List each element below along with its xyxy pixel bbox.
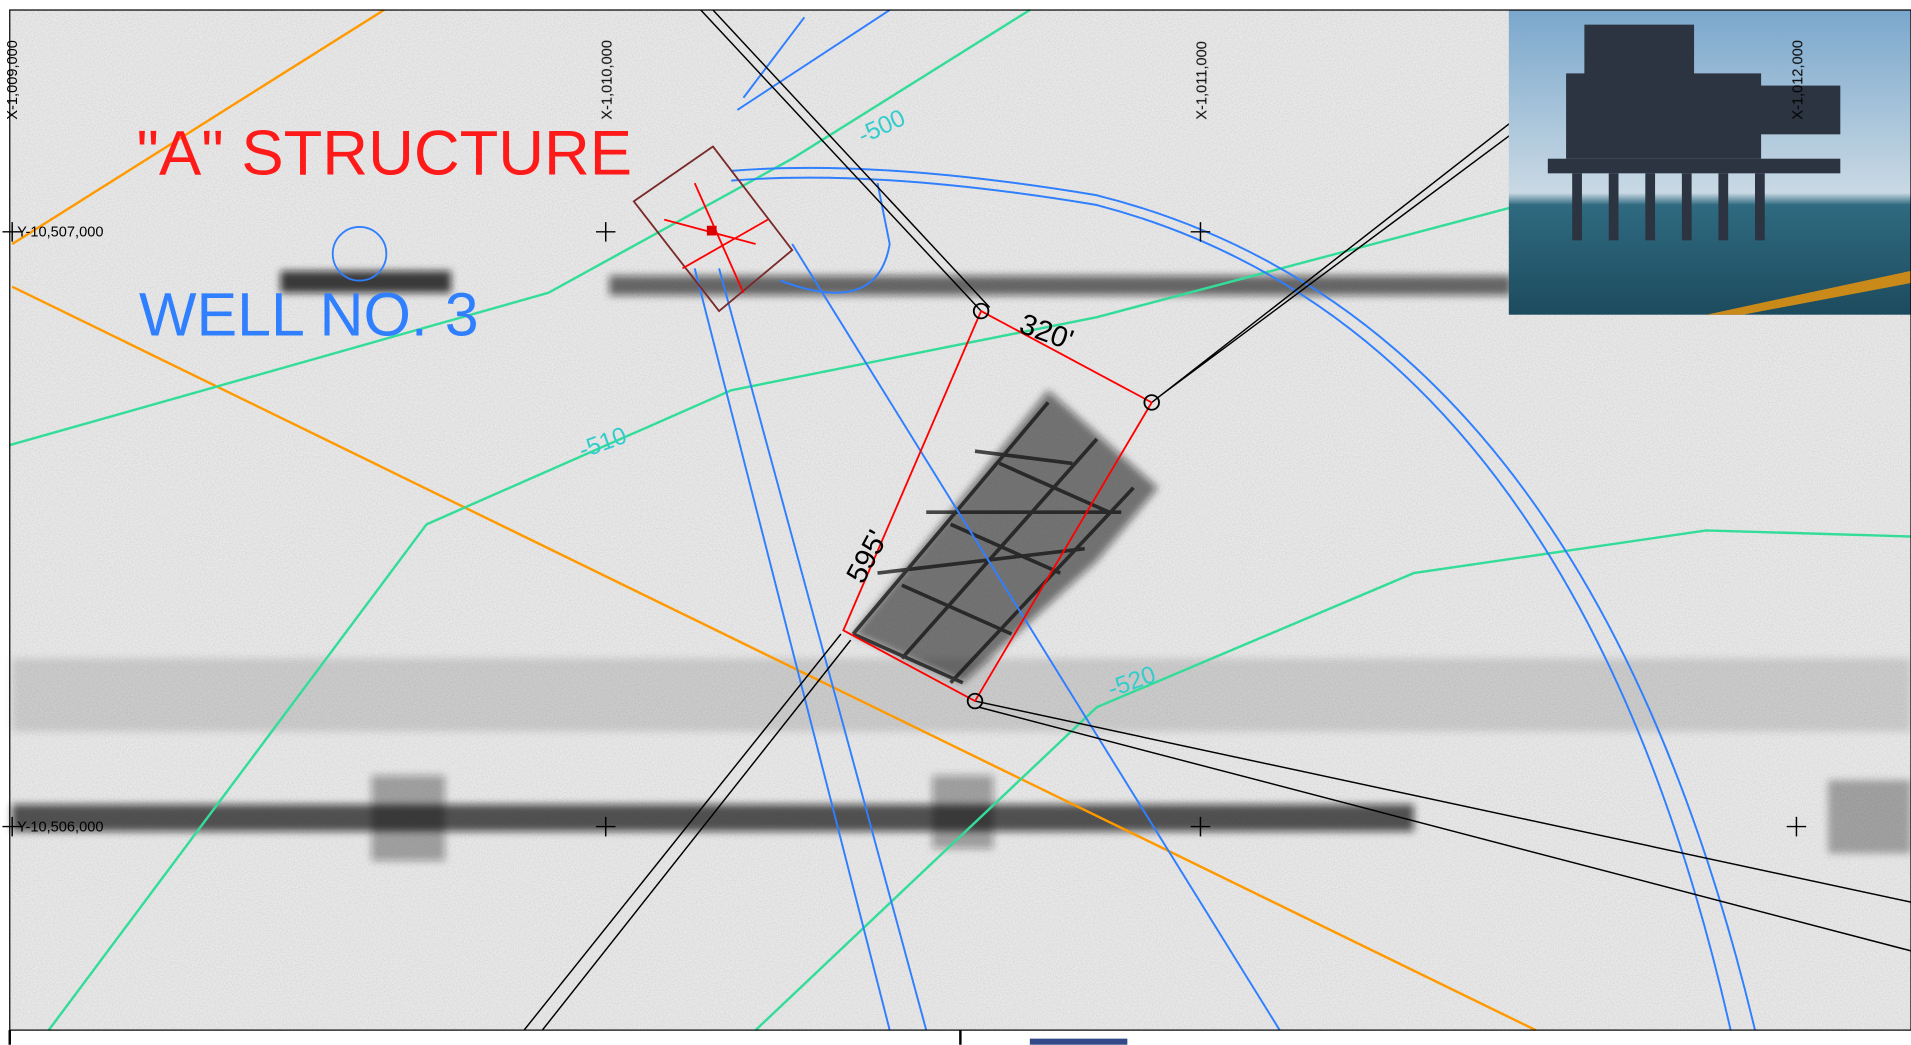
x-grid-label: X-1,009,000 [5,40,21,120]
jacket-outline [632,145,1153,703]
grid-crosses [2,222,1807,837]
corner-markers [966,302,1160,710]
pipelines [693,9,1756,1031]
well-label: WELL NO. 3 [139,280,479,348]
x-grid-label: X-1,010,000 [600,40,616,120]
y-grid-label: Y-10,506,000 [17,819,103,835]
jacket-shadow [851,401,1135,685]
contours [9,8,1911,1032]
structure-marker [706,225,717,236]
frame-ticks [8,1030,962,1045]
structure-label: "A" STRUCTURE [137,119,633,189]
x-grid-label: X-1,012,000 [1791,40,1807,120]
x-grid-label: X-1,011,000 [1195,41,1211,120]
photo-inset [1508,10,1911,315]
well-circle [331,226,388,282]
scale-bar [1029,1038,1128,1045]
cables [523,9,1911,1031]
y-grid-label: Y-10,507,000 [17,225,103,241]
